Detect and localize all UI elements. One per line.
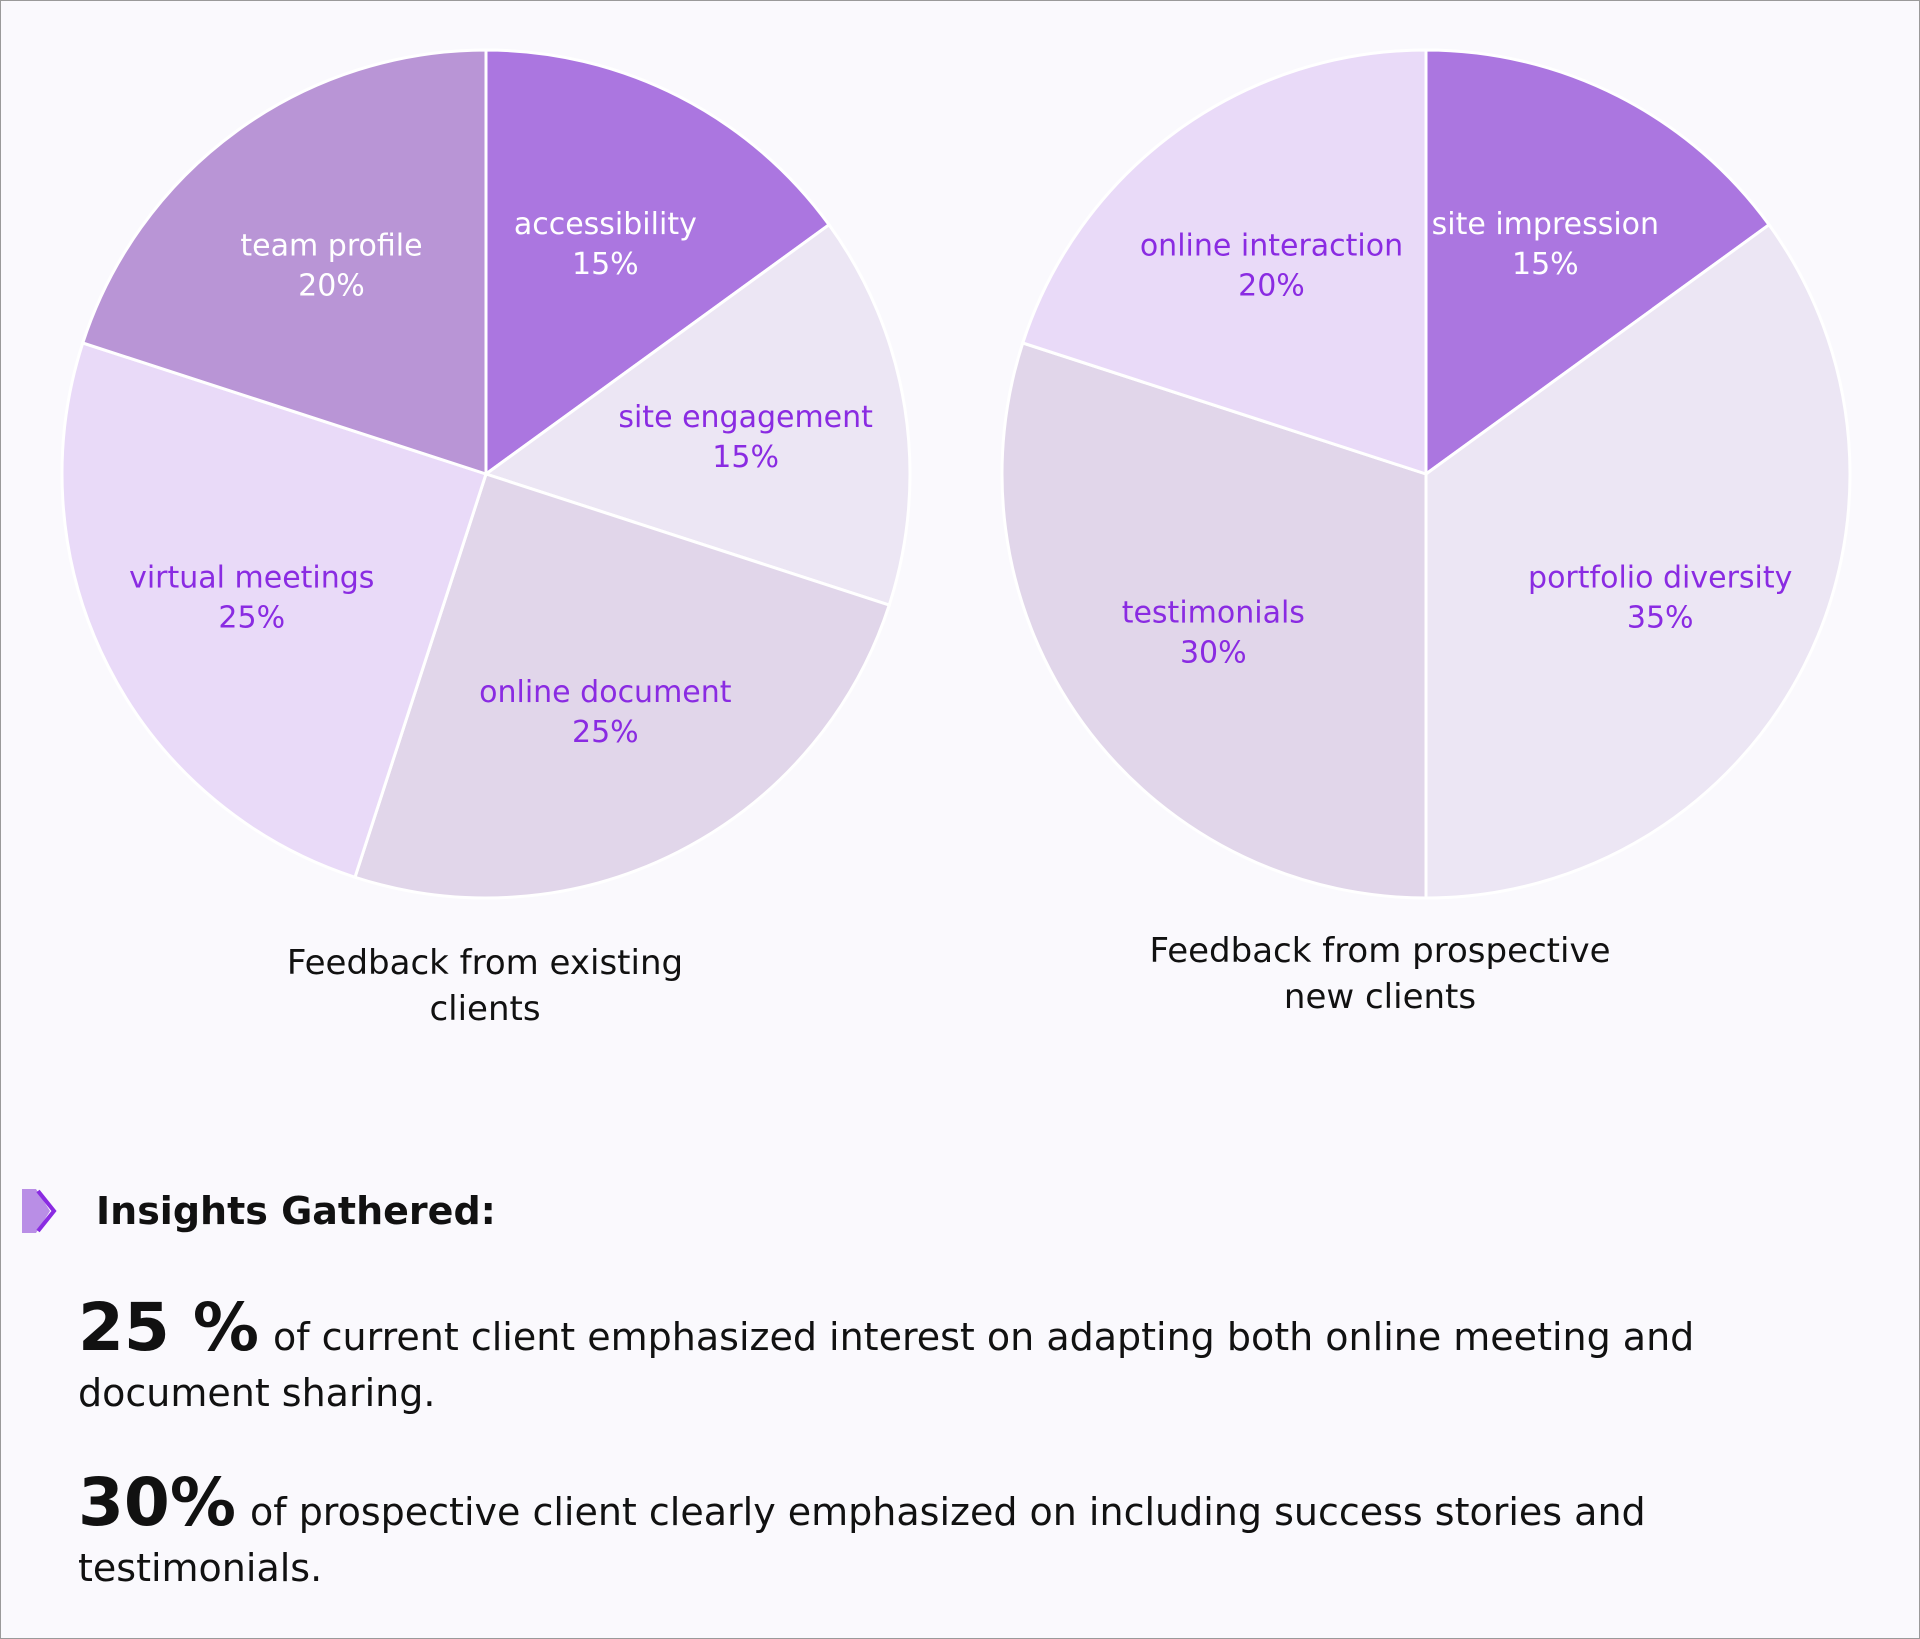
slice-label-testimonials: testimonials bbox=[1122, 596, 1305, 631]
slice-label-online-interaction: online interaction bbox=[1140, 228, 1403, 263]
caption-line: new clients bbox=[1283, 977, 1477, 1017]
caption-line: clients bbox=[429, 989, 541, 1029]
pie-slice-portfolio-diversity bbox=[1424, 222, 1852, 900]
insights-title: Insights Gathered: bbox=[96, 1189, 496, 1233]
pie-slice-online-interaction bbox=[1020, 48, 1428, 477]
pie-slice-virtual-meetings bbox=[60, 341, 488, 880]
slice-label-portfolio-diversity: portfolio diversity bbox=[1528, 560, 1792, 595]
chart-caption-existing: Feedback from existing clients bbox=[250, 940, 720, 1032]
caption-line: Feedback from prospective bbox=[1149, 931, 1611, 971]
insight-text: of prospective client clearly emphasized… bbox=[78, 1490, 1646, 1590]
insight-text: of current client emphasized interest on… bbox=[78, 1315, 1695, 1415]
insight-item: 30% of prospective client clearly emphasi… bbox=[78, 1470, 1868, 1596]
slice-value-online-document: 25% bbox=[572, 715, 639, 750]
slice-label-virtual-meetings: virtual meetings bbox=[129, 560, 374, 595]
pie-chart-existing-clients: accessibility 15% site engagement 15% online… bbox=[60, 48, 912, 900]
caption-line: Feedback from existing bbox=[286, 943, 684, 983]
slice-value-site-impression: 15% bbox=[1512, 247, 1579, 282]
slice-label-site-impression: site impression bbox=[1432, 207, 1659, 242]
slice-label-accessibility: accessibility bbox=[514, 207, 697, 242]
slice-value-accessibility: 15% bbox=[572, 247, 639, 282]
insight-item: 25 % of current client emphasized interes… bbox=[78, 1295, 1868, 1421]
slice-label-team-profile: team profile bbox=[240, 228, 422, 263]
pie-chart-prospective-clients: site impression 15% portfolio diversity 35%… bbox=[1000, 48, 1852, 900]
slice-value-team-profile: 20% bbox=[298, 268, 365, 303]
double-chevron-right-icon bbox=[22, 1189, 57, 1233]
pie-slice-accessibility bbox=[484, 48, 832, 477]
pie-slice-site-engagement bbox=[482, 222, 912, 607]
pie-slice-testimonials bbox=[1000, 341, 1428, 900]
chart-caption-prospective: Feedback from prospective new clients bbox=[1130, 928, 1630, 1020]
slice-label-online-document: online document bbox=[479, 675, 732, 710]
insight-figure: 25 % bbox=[78, 1289, 259, 1366]
slice-value-portfolio-diversity: 35% bbox=[1627, 600, 1694, 635]
slice-value-online-interaction: 20% bbox=[1238, 268, 1305, 303]
pie-slice-team-profile bbox=[80, 48, 488, 477]
slice-value-virtual-meetings: 25% bbox=[218, 600, 285, 635]
insight-figure: 30% bbox=[78, 1464, 236, 1541]
insights-header: Insights Gathered: bbox=[20, 1185, 496, 1237]
pie-slice-online-document bbox=[353, 472, 892, 900]
slice-value-site-engagement: 15% bbox=[712, 440, 779, 475]
slice-value-testimonials: 30% bbox=[1180, 636, 1247, 671]
slice-label-site-engagement: site engagement bbox=[618, 400, 873, 435]
pie-slice-site-impression bbox=[1424, 48, 1772, 477]
